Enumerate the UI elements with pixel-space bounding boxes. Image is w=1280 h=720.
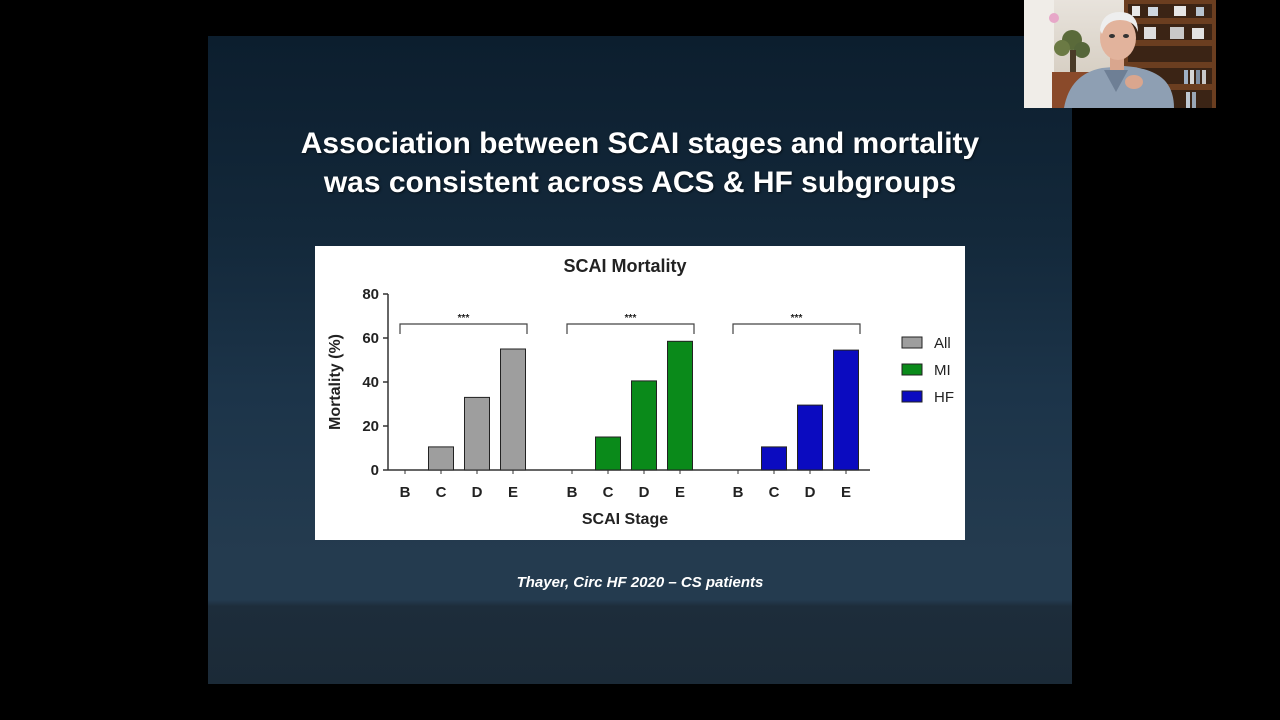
significance-marker: *** [625,313,637,324]
x-tick-label: C [769,484,780,501]
significance-bracket [399,323,528,334]
bar-hf-e [833,349,859,471]
citation: Thayer, Circ HF 2020 – CS patients [516,574,764,591]
y-tick-label: 20 [362,418,379,435]
x-tick-label: E [841,484,851,501]
bar-all-c [428,446,454,471]
presenter-webcam [1024,0,1216,108]
chart-title: SCAI Mortality [563,256,686,276]
x-tick-label: D [639,484,650,501]
legend-swatch-mi [901,363,923,376]
mortality-bar-chart: SCAI Mortality 0 20 40 60 80 Mortality (%) B C D E… [327,256,954,528]
bar-all-d [464,396,490,471]
bar-mi-e [667,340,693,471]
x-tick-label: B [400,484,411,501]
bar-all-e [500,348,526,471]
bar-mi-d [631,380,657,471]
y-tick-label: 60 [362,330,379,347]
y-tick-label: 0 [371,462,379,479]
x-tick-label: E [508,484,518,501]
legend-label-mi: MI [934,362,951,379]
significance-bracket [566,323,695,334]
chart-panel: SCAI Mortality 0 20 40 60 80 Mortality (%) B C D E… [315,246,965,540]
significance-marker: *** [791,313,803,324]
y-tick-label: 80 [362,286,379,303]
bar-mi-c [595,436,621,471]
bar-hf-d [797,404,823,471]
x-tick-label: D [805,484,816,501]
x-tick-label: B [733,484,744,501]
x-tick-label: B [567,484,578,501]
slide-title-line-1: Association between SCAI stages and mort… [300,127,980,160]
legend-label-hf: HF [934,389,954,406]
presenter-video-icon [1024,0,1216,108]
presentation-slide: Association between SCAI stages and mort… [208,36,1072,684]
x-tick-label: C [436,484,447,501]
legend-swatch-hf [901,390,923,403]
x-tick-label: E [675,484,685,501]
y-tick-label: 40 [362,374,379,391]
x-tick-label: C [603,484,614,501]
x-axis-label: SCAI Stage [582,511,668,528]
legend-swatch-all [901,336,923,349]
significance-bracket [732,323,861,334]
y-axis-label: Mortality (%) [327,334,344,430]
slide-title-line-2: was consistent across ACS & HF subgroups [323,166,957,199]
slide-title: Association between SCAI stages and mort… [208,124,1072,202]
x-tick-label: D [472,484,483,501]
legend-label-all: All [934,335,951,352]
significance-marker: *** [458,313,470,324]
bar-hf-c [761,446,787,471]
